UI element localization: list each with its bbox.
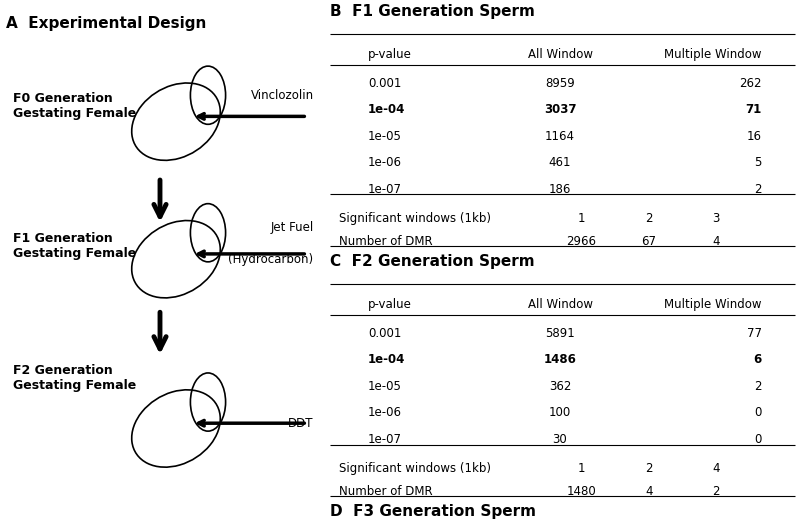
Text: Vinclozolin: Vinclozolin (250, 89, 314, 102)
Text: p-value: p-value (368, 48, 412, 61)
Text: 362: 362 (549, 380, 571, 393)
Text: 0: 0 (754, 406, 762, 419)
Text: 4: 4 (712, 235, 720, 248)
Text: 1164: 1164 (545, 130, 575, 143)
Text: Significant windows (1kb): Significant windows (1kb) (339, 462, 491, 475)
Text: 1e-05: 1e-05 (368, 380, 402, 393)
Text: 1: 1 (578, 212, 586, 225)
Text: C  F2 Generation Sperm: C F2 Generation Sperm (330, 254, 534, 269)
Text: A  Experimental Design: A Experimental Design (6, 16, 206, 31)
Text: 1e-06: 1e-06 (368, 406, 402, 419)
Text: All Window: All Window (527, 298, 593, 311)
Text: 186: 186 (549, 183, 571, 196)
Text: DDT: DDT (288, 417, 314, 430)
Text: 1e-07: 1e-07 (368, 183, 402, 196)
Text: 100: 100 (549, 406, 571, 419)
Text: 5891: 5891 (545, 327, 575, 340)
Text: Significant windows (1kb): Significant windows (1kb) (339, 212, 491, 225)
Text: 2: 2 (645, 212, 653, 225)
Text: Number of DMR: Number of DMR (339, 235, 433, 248)
Text: 6: 6 (754, 353, 762, 367)
Text: p-value: p-value (368, 298, 412, 311)
Text: F2 Generation
Gestating Female: F2 Generation Gestating Female (13, 364, 136, 392)
Text: F0 Generation
Gestating Female: F0 Generation Gestating Female (13, 92, 136, 120)
Text: 2: 2 (754, 183, 762, 196)
Text: B  F1 Generation Sperm: B F1 Generation Sperm (330, 4, 534, 19)
Text: 1e-07: 1e-07 (368, 433, 402, 446)
Text: 0.001: 0.001 (368, 327, 402, 340)
Text: 1486: 1486 (543, 353, 577, 367)
Text: F1 Generation
Gestating Female: F1 Generation Gestating Female (13, 232, 136, 260)
Text: 1e-04: 1e-04 (368, 103, 406, 116)
Text: 77: 77 (746, 327, 762, 340)
Text: (Hydrocarbon): (Hydrocarbon) (229, 253, 314, 266)
Text: All Window: All Window (527, 48, 593, 61)
Text: Multiple Window: Multiple Window (664, 48, 762, 61)
Text: 1e-05: 1e-05 (368, 130, 402, 143)
Text: 4: 4 (645, 485, 653, 498)
Text: 3037: 3037 (544, 103, 576, 116)
Text: 8959: 8959 (545, 77, 575, 90)
Text: 2966: 2966 (566, 235, 597, 248)
Text: 2: 2 (754, 380, 762, 393)
Text: 2: 2 (712, 485, 720, 498)
Text: 2: 2 (645, 462, 653, 475)
Text: Number of DMR: Number of DMR (339, 485, 433, 498)
Text: Multiple Window: Multiple Window (664, 298, 762, 311)
Text: 3: 3 (712, 212, 720, 225)
Text: 0.001: 0.001 (368, 77, 402, 90)
Text: D  F3 Generation Sperm: D F3 Generation Sperm (330, 504, 536, 519)
Text: 1e-06: 1e-06 (368, 156, 402, 169)
Text: 0: 0 (754, 433, 762, 446)
Text: 67: 67 (642, 235, 656, 248)
Text: 71: 71 (746, 103, 762, 116)
Text: Jet Fuel: Jet Fuel (270, 221, 314, 234)
Text: 1: 1 (578, 462, 586, 475)
Text: 4: 4 (712, 462, 720, 475)
Text: 461: 461 (549, 156, 571, 169)
Text: 262: 262 (739, 77, 762, 90)
Text: 16: 16 (746, 130, 762, 143)
Text: 5: 5 (754, 156, 762, 169)
Text: 1e-04: 1e-04 (368, 353, 406, 367)
Text: 1480: 1480 (566, 485, 597, 498)
Text: 30: 30 (553, 433, 567, 446)
